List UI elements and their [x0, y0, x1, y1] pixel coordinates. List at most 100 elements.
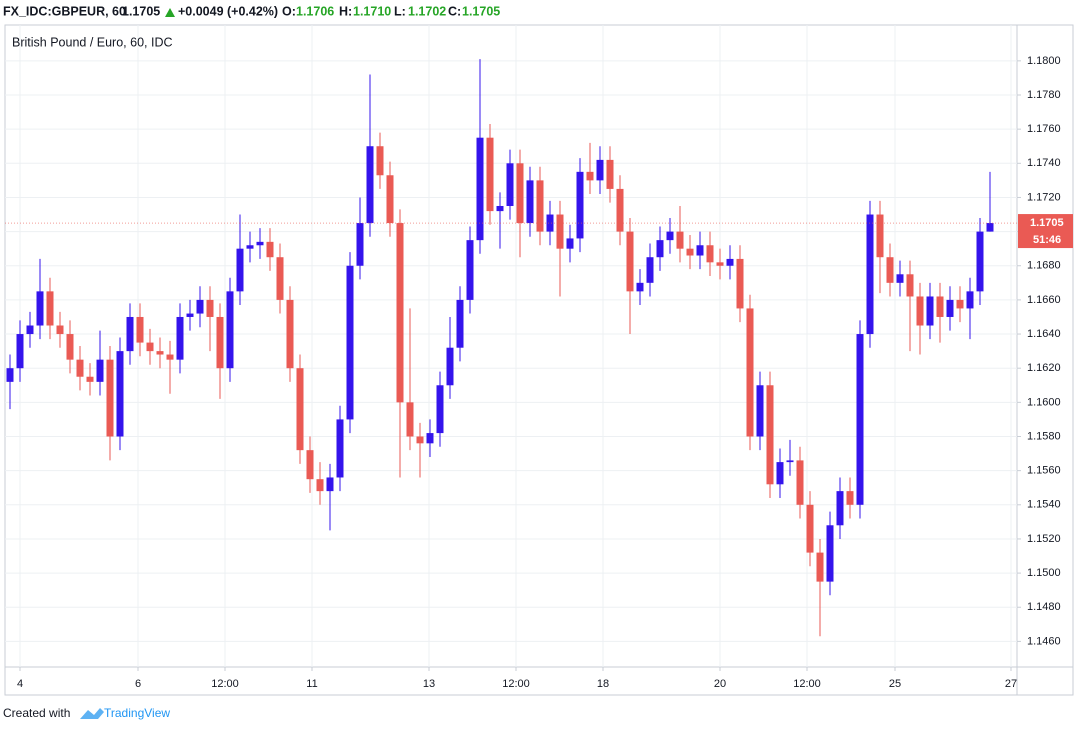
x-tick-label: 12:00 — [211, 678, 239, 690]
candle-body — [856, 334, 864, 505]
candle-body — [86, 376, 94, 382]
candle-body — [946, 299, 954, 317]
candle-body — [936, 296, 944, 317]
candle-body — [196, 299, 204, 314]
candle-body — [356, 223, 364, 266]
candle-body — [536, 180, 544, 232]
candle-body — [286, 299, 294, 369]
candle-body — [66, 334, 74, 360]
tradingview-logo[interactable] — [80, 708, 104, 719]
ohlc-value: 1.1702 — [408, 4, 446, 18]
x-tick-label: 13 — [423, 678, 435, 690]
ohlc-label: C: — [448, 4, 461, 18]
y-tick-label: 1.1580 — [1027, 430, 1061, 442]
brand-link[interactable]: TradingView — [104, 706, 170, 720]
last-price: 1.1705 — [122, 4, 160, 18]
candle-body — [926, 296, 934, 326]
candle-body — [596, 159, 604, 181]
y-tick-label: 1.1520 — [1027, 533, 1061, 545]
footer-text: Created with — [3, 706, 70, 720]
candle-body — [136, 316, 144, 343]
y-tick-label: 1.1460 — [1027, 635, 1061, 647]
candle-body — [636, 282, 644, 292]
candle-body — [736, 258, 744, 309]
symbol: FX_IDC:GBPEUR, 60 — [3, 4, 126, 18]
x-tick-label: 27 — [1005, 678, 1017, 690]
candle-body — [486, 137, 494, 212]
y-tick-label: 1.1680 — [1027, 260, 1061, 272]
candle-body — [966, 291, 974, 309]
candle-body — [326, 477, 334, 492]
candle-body — [806, 504, 814, 553]
y-tick-label: 1.1480 — [1027, 601, 1061, 613]
x-tick-label: 6 — [135, 678, 141, 690]
candle-body — [36, 291, 44, 326]
candle-body — [676, 231, 684, 249]
candle-body — [296, 368, 304, 451]
candle-body — [776, 462, 784, 485]
candle-body — [26, 325, 34, 335]
candle-body — [616, 188, 624, 232]
candle-body — [526, 180, 534, 224]
candle-body — [556, 214, 564, 249]
candle-body — [506, 163, 514, 206]
candle-body — [396, 223, 404, 403]
y-tick-label: 1.1740 — [1027, 157, 1061, 169]
candle-body — [266, 241, 274, 258]
ohlc-label: L: — [394, 4, 406, 18]
y-tick-label: 1.1660 — [1027, 294, 1061, 306]
candle-body — [876, 214, 884, 258]
candle-body — [466, 240, 474, 300]
candle-body — [626, 231, 634, 292]
candle-body — [606, 159, 614, 189]
y-tick-label: 1.1500 — [1027, 567, 1061, 579]
x-tick-label: 18 — [597, 678, 609, 690]
y-tick-label: 1.1720 — [1027, 191, 1061, 203]
price-marker-box — [1018, 214, 1073, 249]
candle-body — [106, 359, 114, 437]
x-tick-label: 20 — [714, 678, 726, 690]
candle-body — [226, 291, 234, 369]
candle-body — [826, 525, 834, 582]
candle-body — [986, 223, 994, 232]
candle-body — [316, 479, 324, 492]
candle-body — [766, 385, 774, 485]
candle-body — [656, 240, 664, 258]
candle-body — [76, 359, 84, 377]
y-tick-label: 1.1640 — [1027, 328, 1061, 340]
y-tick-label: 1.1560 — [1027, 465, 1061, 477]
candle-body — [836, 491, 844, 526]
x-tick-label: 25 — [889, 678, 901, 690]
candle-body — [56, 325, 64, 335]
candle-body — [166, 354, 174, 360]
candle-body — [786, 460, 794, 463]
candle-body — [456, 299, 464, 348]
candle-body — [896, 274, 904, 283]
candle-body — [16, 334, 24, 369]
candle-body — [576, 171, 584, 239]
candle-body — [206, 299, 214, 317]
candle-body — [666, 231, 674, 241]
candle-body — [686, 248, 694, 256]
up-arrow-icon — [165, 8, 175, 17]
candle-body — [386, 175, 394, 224]
candle-body — [416, 436, 424, 444]
candle-body — [376, 146, 384, 176]
x-tick-label: 11 — [306, 678, 317, 690]
y-tick-label: 1.1760 — [1027, 123, 1061, 135]
y-tick-label: 1.1620 — [1027, 362, 1061, 374]
candle-body — [866, 214, 874, 335]
ohlc-value: 1.1706 — [296, 4, 334, 18]
candle-body — [546, 214, 554, 232]
candle-body — [956, 299, 964, 309]
candle-body — [336, 419, 344, 478]
candle-body — [726, 258, 734, 266]
candle-body — [916, 296, 924, 326]
candle-body — [706, 245, 714, 263]
candle-body — [516, 163, 524, 224]
candle-body — [696, 245, 704, 256]
ohlc-value: 1.1705 — [462, 4, 500, 18]
candle-body — [346, 265, 354, 420]
candle-body — [6, 368, 14, 382]
